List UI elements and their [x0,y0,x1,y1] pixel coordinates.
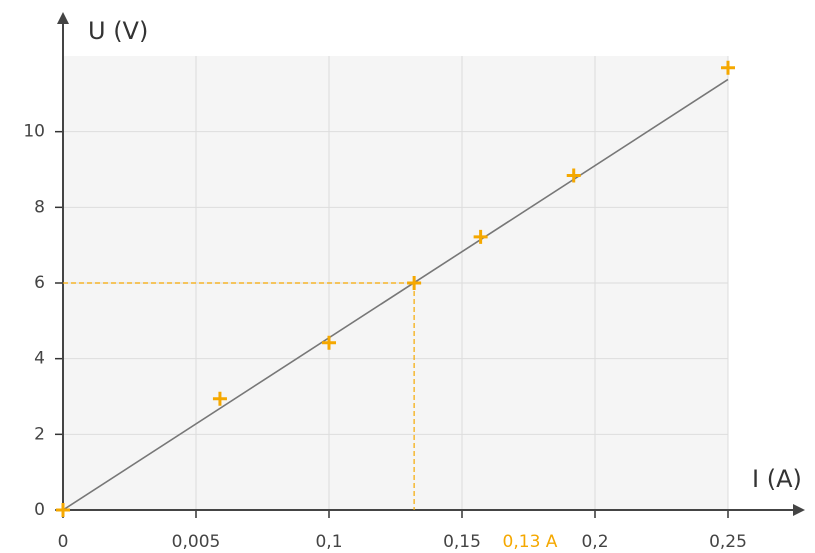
x-axis-title: I (A) [752,465,802,493]
x-tick-label: 0,2 [581,532,608,552]
data-point [212,391,227,406]
y-tick-label: 2 [34,424,45,444]
x-tick-label: 0,005 [172,532,221,552]
y-tick-label: 8 [34,197,45,217]
data-point [721,60,735,75]
fit-line [62,78,729,511]
data-point [473,229,488,244]
data-point [322,335,336,350]
x-tick-label: 0,25 [709,532,747,552]
x-tick-label: 0,15 [443,532,481,552]
y-tick-label: 0 [34,500,45,520]
data-point [56,503,70,517]
x-axis-arrow [793,504,805,516]
x-tick-label: 0,1 [315,532,342,552]
y-axis-arrow [57,12,69,24]
x-tick-label: 0 [58,532,69,552]
data-point [566,168,581,183]
y-tick-label: 6 [34,273,45,293]
y-tick-label: 4 [34,349,45,369]
y-axis-title: U (V) [88,17,148,45]
guide-label: 0,13 A [503,532,558,552]
y-tick-label: 10 [23,122,45,142]
data-point [407,276,422,290]
